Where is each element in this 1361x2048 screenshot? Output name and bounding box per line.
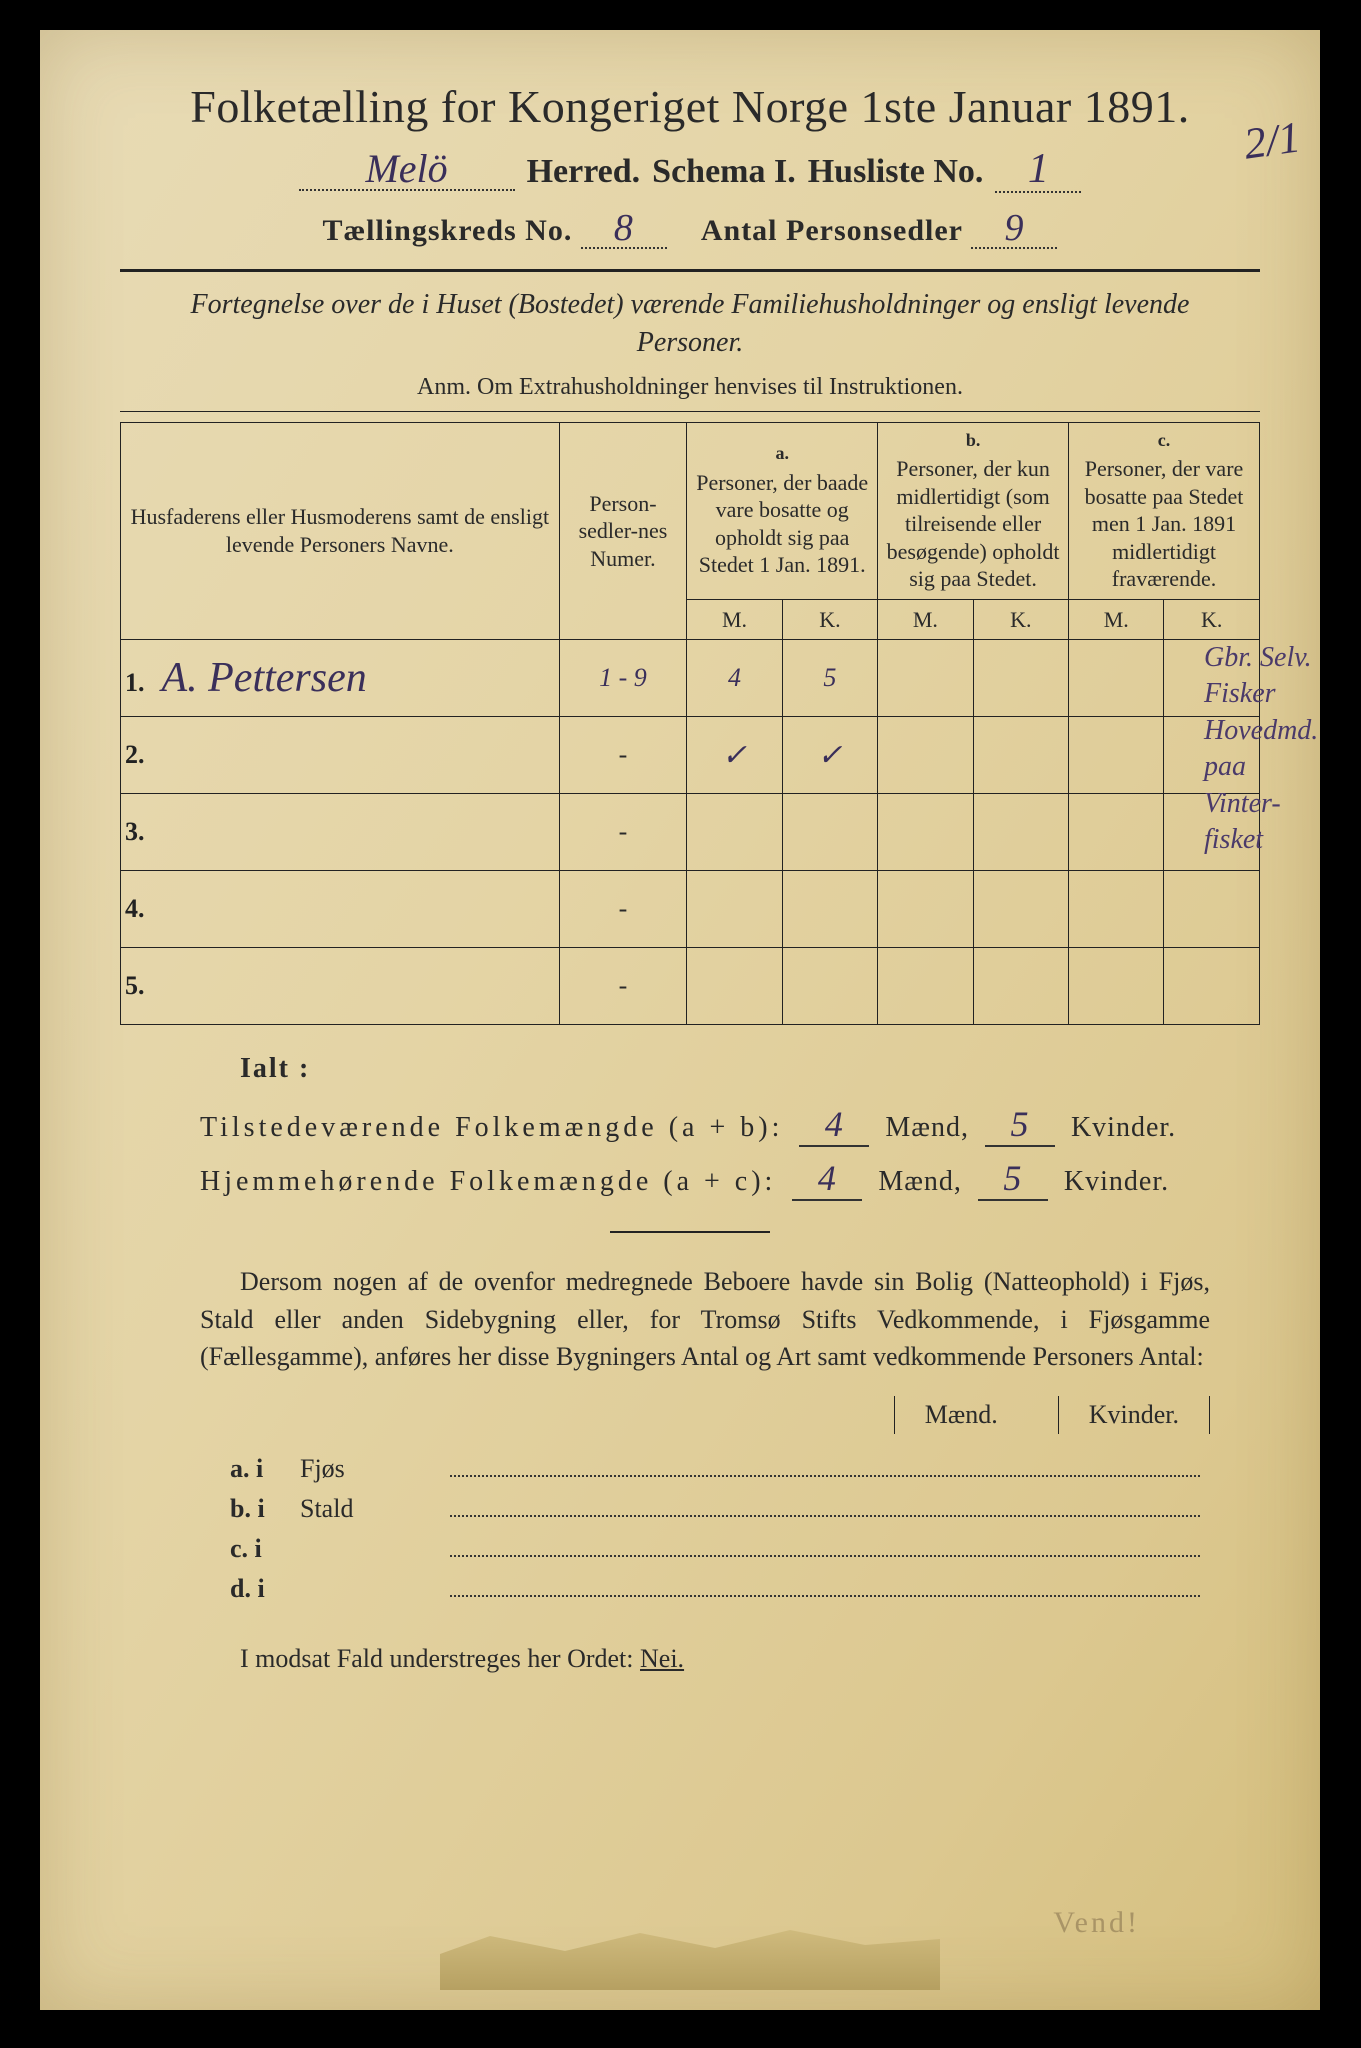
col-numer-header: Person-sedler-nes Numer. bbox=[559, 422, 687, 640]
cell-numer: - bbox=[559, 794, 687, 871]
cell-a-k: 5 bbox=[782, 640, 877, 717]
col-name-header: Husfaderens eller Husmoderens samt de en… bbox=[121, 422, 560, 640]
census-form-page: 2/1 Folketælling for Kongeriget Norge 1s… bbox=[40, 30, 1320, 2010]
husliste-value: 1 bbox=[995, 151, 1081, 193]
item-label: a. i bbox=[230, 1454, 300, 1484]
dotted-line bbox=[450, 1555, 1200, 1557]
main-title: Folketælling for Kongeriget Norge 1ste J… bbox=[120, 80, 1260, 133]
col-c-header: c.Personer, der vare bosatte paa Stedet … bbox=[1069, 422, 1260, 599]
dotted-line bbox=[450, 1475, 1200, 1477]
short-divider bbox=[610, 1231, 770, 1233]
schema-label: Schema I. bbox=[652, 153, 796, 191]
maend-col: Mænd. bbox=[894, 1396, 1028, 1434]
paragraph: Dersom nogen af de ovenfor medregnede Be… bbox=[200, 1263, 1210, 1376]
rule-2 bbox=[120, 411, 1260, 412]
husliste-label: Husliste No. bbox=[808, 153, 984, 191]
item-text: Stald bbox=[300, 1494, 440, 1524]
list-item: d. i bbox=[230, 1574, 1210, 1604]
herred-value: Melö bbox=[299, 151, 515, 191]
sum1-k: 5 bbox=[985, 1103, 1055, 1147]
kreds-label: Tællingskreds No. bbox=[323, 214, 573, 247]
maend-label: Mænd, bbox=[885, 1112, 969, 1143]
anm-note: Anm. Om Extrahusholdninger henvises til … bbox=[120, 374, 1260, 401]
table-header-row-1: Husfaderens eller Husmoderens samt de en… bbox=[121, 422, 1260, 599]
margin-annotation: Gbr. Selv. Fisker Hovedmd. paa Vinter-fi… bbox=[1204, 640, 1314, 858]
antal-label: Antal Personsedler bbox=[701, 214, 963, 247]
kreds-value: 8 bbox=[581, 211, 667, 249]
col-a-m: M. bbox=[687, 599, 782, 640]
cell-b-m bbox=[878, 640, 973, 717]
ialt-label: Ialt : bbox=[240, 1053, 1260, 1085]
cell-c-m bbox=[1069, 717, 1164, 794]
cell-a-k: ✓ bbox=[782, 717, 877, 794]
col-a-k: K. bbox=[782, 599, 877, 640]
cell-a-m: 4 bbox=[687, 640, 782, 717]
maend-label: Mænd, bbox=[878, 1166, 962, 1197]
paper-tear bbox=[440, 1930, 940, 1990]
dotted-line bbox=[450, 1595, 1200, 1597]
list-item: c. i bbox=[230, 1534, 1210, 1564]
nei-line: I modsat Fald understreges her Ordet: Ne… bbox=[240, 1644, 1260, 1674]
sum2-k: 5 bbox=[978, 1157, 1048, 1201]
item-text: Fjøs bbox=[300, 1454, 440, 1484]
table-row: 2. - ✓ ✓ bbox=[121, 717, 1260, 794]
nei-word: Nei. bbox=[640, 1644, 684, 1673]
cell-b-k bbox=[973, 640, 1068, 717]
dotted-line bbox=[450, 1515, 1200, 1517]
row-number: 1. bbox=[125, 668, 155, 698]
cell-numer: - bbox=[559, 948, 687, 1025]
table-row: 5. - bbox=[121, 948, 1260, 1025]
kvinder-label: Kvinder. bbox=[1064, 1166, 1169, 1197]
item-label: d. i bbox=[230, 1574, 300, 1604]
cell-a-m: ✓ bbox=[687, 717, 782, 794]
row-number: 4. bbox=[125, 894, 155, 924]
col-a-header: a.Personer, der baade vare bosatte og op… bbox=[687, 422, 878, 599]
cell-b-m bbox=[878, 717, 973, 794]
subtitle: Fortegnelse over de i Huset (Bostedet) v… bbox=[180, 286, 1200, 362]
table-row: 4. - bbox=[121, 871, 1260, 948]
herred-label: Herred. bbox=[527, 153, 641, 191]
sum2-m: 4 bbox=[792, 1157, 862, 1201]
kvinder-label: Kvinder. bbox=[1071, 1112, 1176, 1143]
cell-numer: 1 - 9 bbox=[559, 640, 687, 717]
cell-numer: - bbox=[559, 717, 687, 794]
sum1-label: Tilstedeværende Folkemængde (a + b): bbox=[200, 1112, 783, 1143]
antal-value: 9 bbox=[971, 211, 1057, 249]
header-row-3: Tællingskreds No. 8 Antal Personsedler 9 bbox=[120, 211, 1260, 249]
col-b-k: K. bbox=[973, 599, 1068, 640]
sum-row-1: Tilstedeværende Folkemængde (a + b): 4 M… bbox=[200, 1103, 1260, 1147]
sum2-label: Hjemmehørende Folkemængde (a + c): bbox=[200, 1166, 776, 1197]
col-c-k: K. bbox=[1164, 599, 1260, 640]
item-label: c. i bbox=[230, 1534, 300, 1564]
sum-row-2: Hjemmehørende Folkemængde (a + c): 4 Mæn… bbox=[200, 1157, 1260, 1201]
mk-header: Mænd. Kvinder. bbox=[120, 1396, 1210, 1434]
row-number: 2. bbox=[125, 740, 155, 770]
corner-annotation: 2/1 bbox=[1240, 111, 1303, 169]
item-label: b. i bbox=[230, 1494, 300, 1524]
cell-numer: - bbox=[559, 871, 687, 948]
table-row: 1. A. Pettersen 1 - 9 4 5 bbox=[121, 640, 1260, 717]
sum1-m: 4 bbox=[799, 1103, 869, 1147]
row-number: 5. bbox=[125, 971, 155, 1001]
kvinder-col: Kvinder. bbox=[1058, 1396, 1210, 1434]
vend-stamp: Vend! bbox=[1053, 1906, 1140, 1940]
rule-1 bbox=[120, 269, 1260, 272]
col-c-m: M. bbox=[1069, 599, 1164, 640]
col-b-header: b.Personer, der kun midlertidigt (som ti… bbox=[878, 422, 1069, 599]
table-row: 3. - bbox=[121, 794, 1260, 871]
header-row-2: Melö Herred. Schema I. Husliste No. 1 bbox=[120, 151, 1260, 193]
list-item: a. i Fjøs bbox=[230, 1454, 1210, 1484]
cell-b-k bbox=[973, 717, 1068, 794]
main-table: Husfaderens eller Husmoderens samt de en… bbox=[120, 422, 1260, 1026]
cell-c-m bbox=[1069, 640, 1164, 717]
list-item: b. i Stald bbox=[230, 1494, 1210, 1524]
col-b-m: M. bbox=[878, 599, 973, 640]
sidebuilding-list: a. i Fjøs b. i Stald c. i d. i bbox=[230, 1454, 1210, 1604]
person-name: A. Pettersen bbox=[162, 655, 367, 701]
row-number: 3. bbox=[125, 817, 155, 847]
